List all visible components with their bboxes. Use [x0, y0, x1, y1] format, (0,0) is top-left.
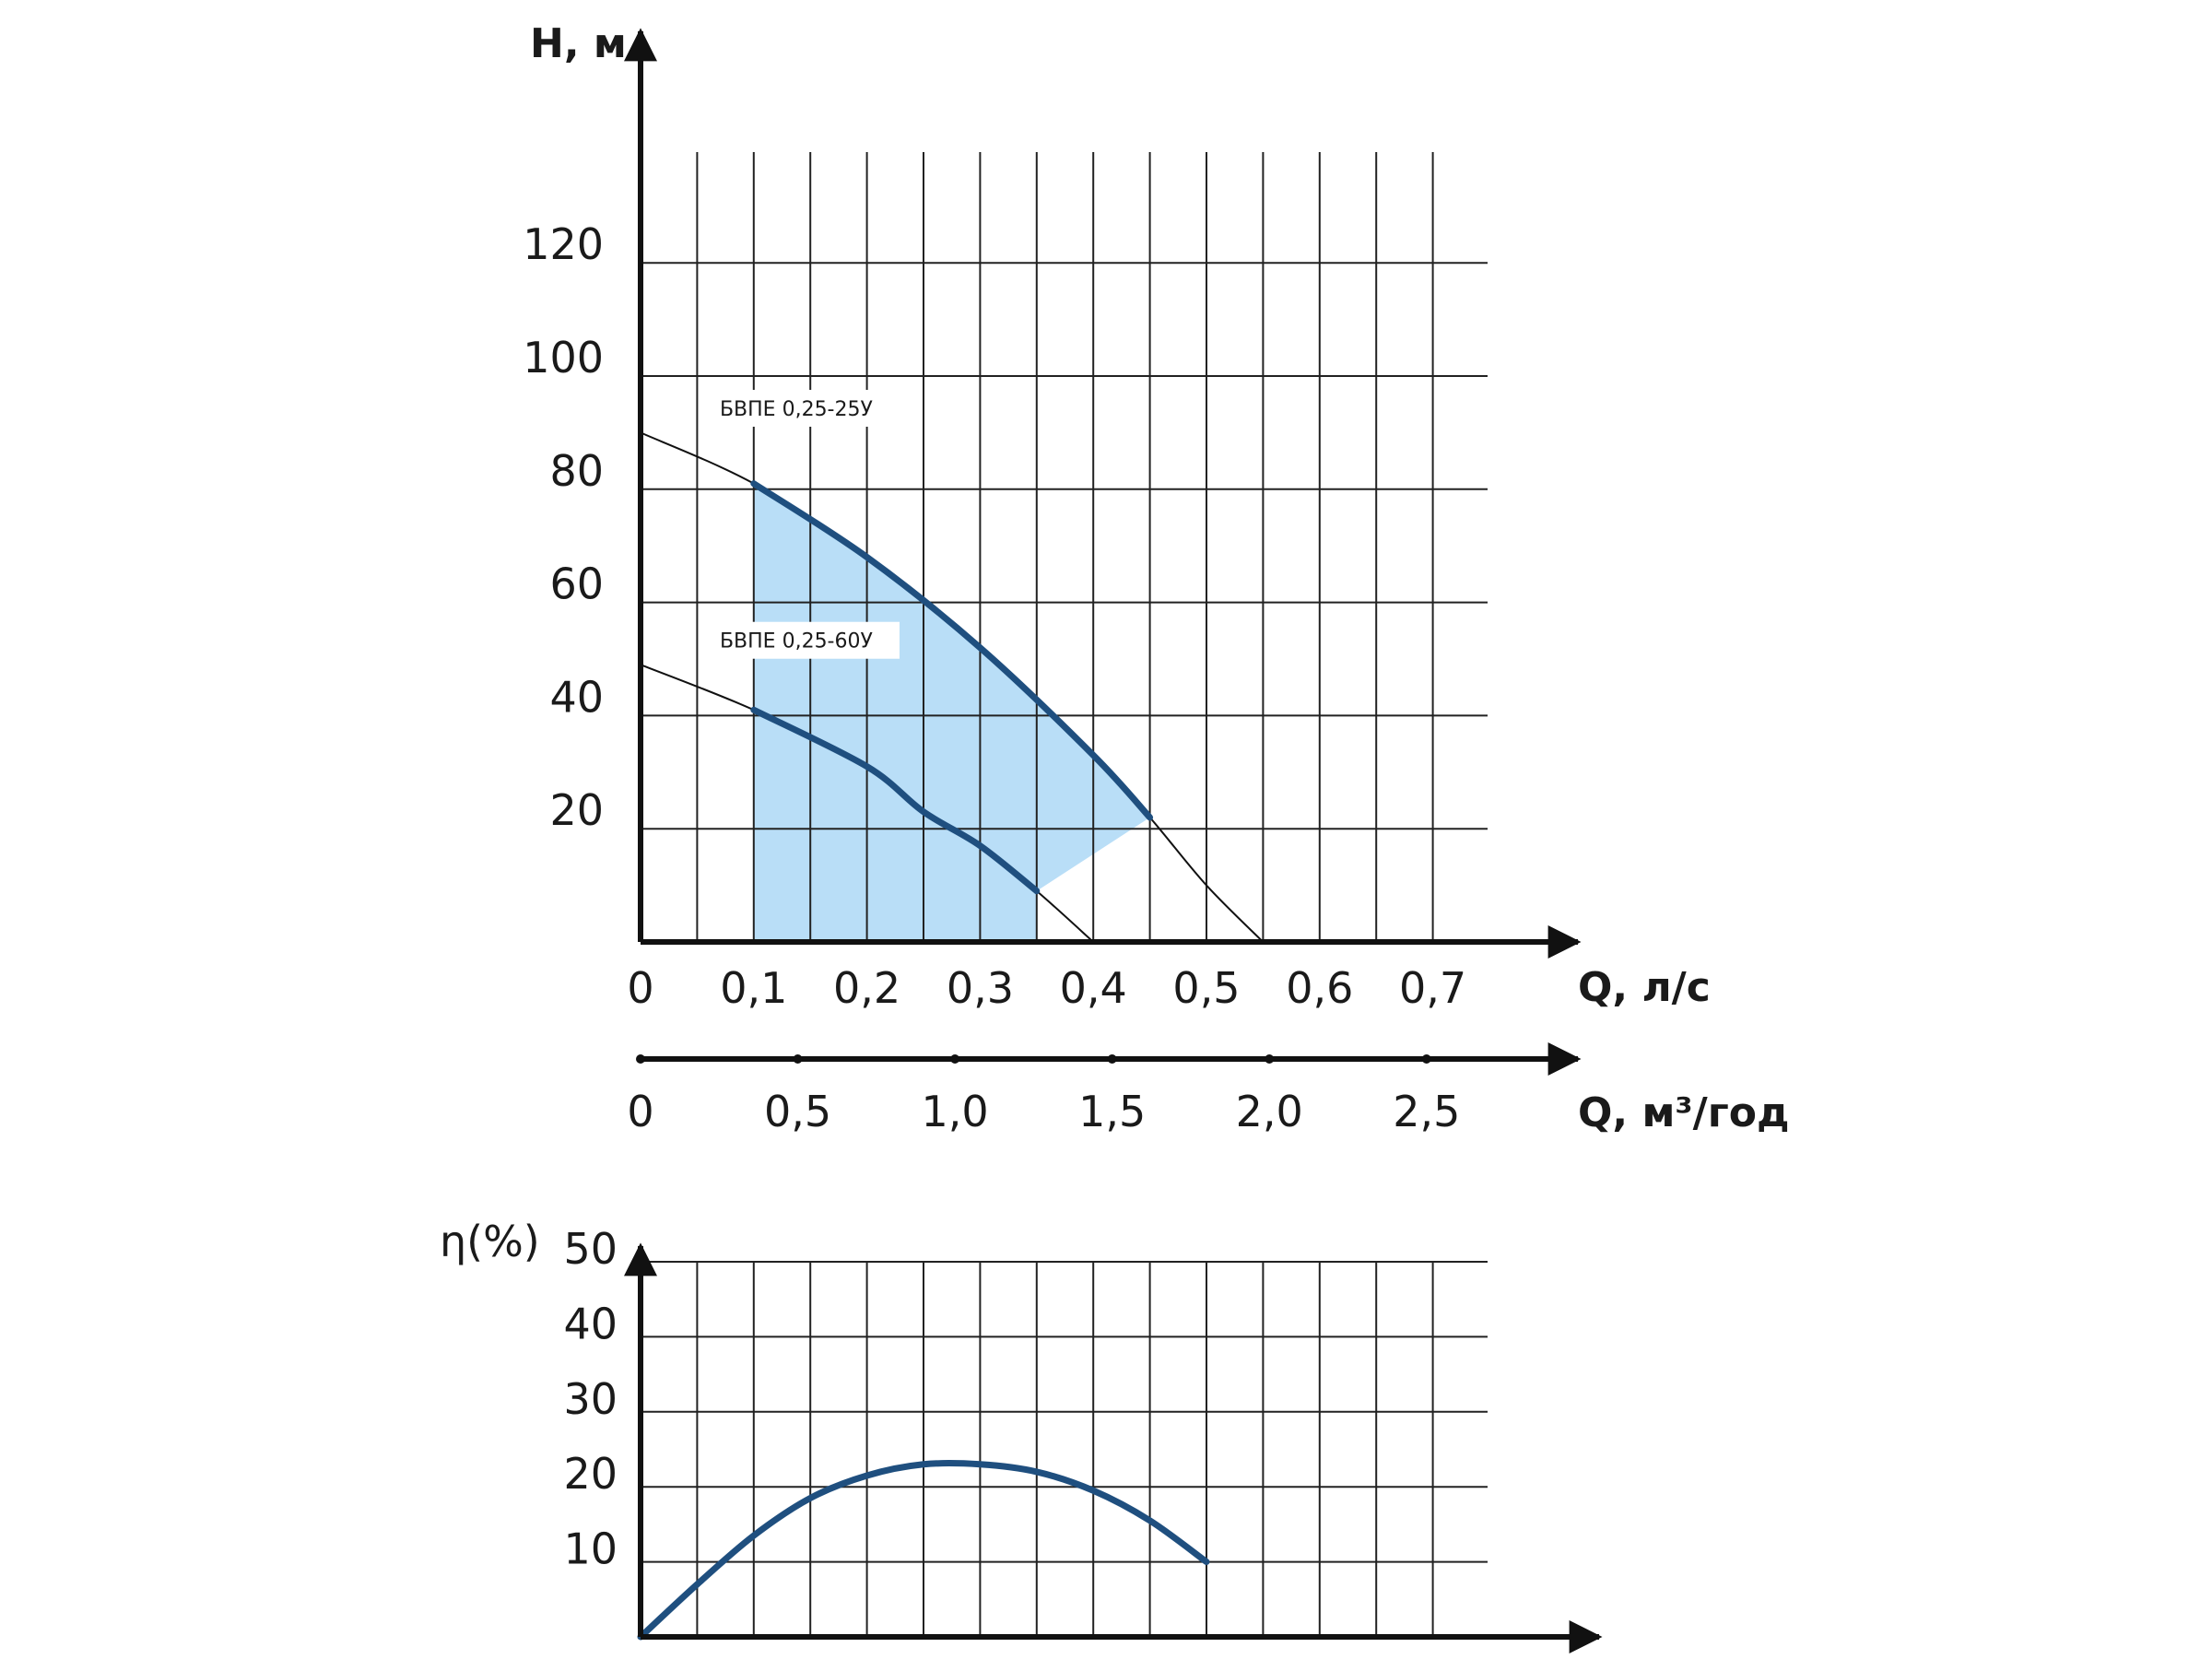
flow-ls-tick-label: 0,4 — [1060, 963, 1127, 1013]
efficiency-axis-title: η(%) — [440, 1217, 540, 1266]
flow-ls-tick-label: 0,5 — [1172, 963, 1240, 1013]
efficiency-y-tick-label: 30 — [563, 1374, 618, 1424]
flow-ls-axis-title: Q, л/с — [1578, 964, 1711, 1011]
head-y-tick-label: 120 — [523, 219, 604, 269]
head-y-tick-label: 20 — [549, 785, 604, 835]
head-y-tick-labels: 20 40 60 80 100 120 — [523, 219, 604, 835]
flow-m3-tick-labels: 0 0,5 1,0 1,5 2,0 2,5 — [627, 1054, 1460, 1136]
efficiency-curve — [637, 1460, 1210, 1641]
head-curve-working-2 — [750, 706, 1041, 895]
curve-label-text: БВПЕ 0,25-25У — [720, 398, 874, 421]
head-y-tick-label: 80 — [549, 446, 604, 496]
flow-m3-tick-label: 0,5 — [764, 1087, 831, 1136]
flow-m3-tick-mark — [1107, 1054, 1117, 1064]
head-curve-working-1 — [750, 480, 1154, 821]
flow-m3-axis-title: Q, м³/год — [1578, 1089, 1790, 1136]
flow-m3-tick-label: 2,5 — [1393, 1087, 1460, 1136]
efficiency-y-tick-labels: 10 20 30 40 50 — [563, 1224, 618, 1574]
head-y-tick-label: 100 — [523, 333, 604, 382]
head-grid — [641, 152, 1488, 942]
flow-m3-tick-mark — [793, 1054, 803, 1064]
flow-m3-tick-label: 1,0 — [922, 1087, 989, 1136]
flow-ls-tick-label: 0,7 — [1399, 963, 1466, 1013]
head-axis-title: H, м — [530, 20, 627, 67]
curve-label-box — [710, 621, 900, 659]
curve-label-1: БВПЕ 0,25-25У — [710, 389, 900, 427]
efficiency-grid — [641, 1261, 1488, 1637]
flow-m3-tick-label: 1,5 — [1078, 1087, 1146, 1136]
flow-ls-tick-label: 0 — [627, 963, 653, 1013]
curve-label-box — [710, 389, 900, 427]
curve-label-2: БВПЕ 0,25-60У — [710, 621, 900, 659]
efficiency-y-tick-label: 20 — [563, 1449, 618, 1499]
efficiency-y-tick-label: 50 — [563, 1224, 618, 1274]
flow-m3-tick-label: 0 — [627, 1087, 653, 1136]
efficiency-chart: 10 20 30 40 50 η(%) — [440, 1217, 1603, 1653]
operating-zone — [753, 483, 1150, 942]
head-y-tick-label: 60 — [549, 559, 604, 609]
flow-m3-tick-mark — [950, 1054, 960, 1064]
flow-ls-tick-label: 0,3 — [947, 963, 1014, 1013]
flow-m3-tick-mark — [1265, 1054, 1275, 1064]
flow-ls-tick-label: 0,2 — [833, 963, 900, 1013]
flow-m3-tick-label: 2,0 — [1236, 1087, 1303, 1136]
flow-ls-tick-label: 0,6 — [1286, 963, 1353, 1013]
flow-m3-tick-mark — [636, 1054, 645, 1064]
curve-labels: БВПЕ 0,25-25У БВПЕ 0,25-60У — [710, 389, 900, 659]
head-y-tick-label: 40 — [549, 672, 604, 722]
head-x-tick-labels: 0 0,1 0,2 0,3 0,4 0,5 0,6 0,7 — [627, 963, 1466, 1013]
curve-label-text: БВПЕ 0,25-60У — [720, 630, 874, 653]
flow-ls-tick-label: 0,1 — [720, 963, 787, 1013]
efficiency-y-tick-label: 10 — [563, 1524, 618, 1574]
head-working-curves — [750, 480, 1154, 895]
efficiency-y-tick-label: 40 — [563, 1299, 618, 1348]
flow-m3-tick-mark — [1421, 1054, 1431, 1064]
